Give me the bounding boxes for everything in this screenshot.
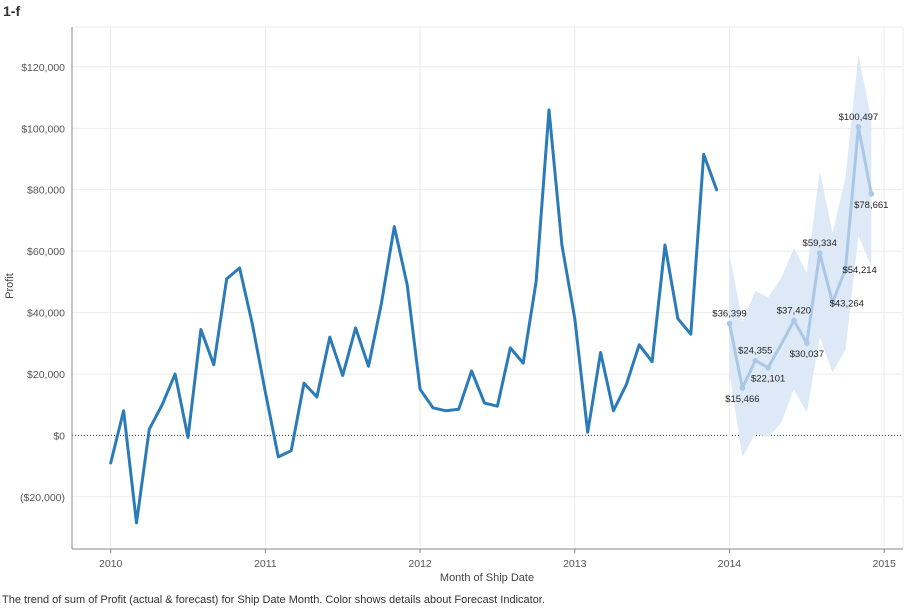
data-label: $54,214 xyxy=(842,265,876,276)
grid xyxy=(72,26,904,549)
forecast-point xyxy=(791,317,797,324)
forecast-band xyxy=(729,54,872,457)
profit-line-chart: $36,399 $15,466 $24,355 $22,101 $37,420 $30,0… xyxy=(4,26,904,584)
x-axis-title: Month of Ship Date xyxy=(440,572,534,584)
forecast-point xyxy=(726,320,733,327)
forecast-point xyxy=(804,340,810,346)
actual-profit-line xyxy=(109,108,719,525)
forecast-point xyxy=(739,385,746,391)
data-label: $78,661 xyxy=(854,200,888,211)
series-lines xyxy=(109,108,873,525)
forecast-point xyxy=(829,299,836,306)
data-label: $36,399 xyxy=(712,309,746,320)
y-tick-label: $60,000 xyxy=(27,246,65,258)
data-label: $24,355 xyxy=(738,346,772,357)
data-label: $59,334 xyxy=(803,238,837,249)
data-label: $100,497 xyxy=(839,112,879,123)
chart-caption: The trend of sum of Profit (actual & for… xyxy=(2,594,545,606)
forecast-point xyxy=(842,266,849,272)
forecast-point xyxy=(868,191,875,197)
forecast-profit-line xyxy=(728,125,873,390)
y-tick-label: $80,000 xyxy=(27,185,65,197)
x-tick-label: 2012 xyxy=(408,558,432,570)
x-tick-label: 2010 xyxy=(99,558,123,570)
data-label: $43,264 xyxy=(830,299,864,310)
axes: $120,000 $100,000 $80,000 $60,000 $40,000 $20… xyxy=(20,27,903,570)
y-axis-title: Profit xyxy=(4,273,16,299)
x-tick-label: 2013 xyxy=(563,558,587,570)
data-label: $37,420 xyxy=(777,305,811,316)
data-label: $30,037 xyxy=(790,349,824,360)
sheet-title: 1-f xyxy=(3,3,21,19)
y-tick-label: $40,000 xyxy=(27,308,65,320)
y-tick-label: $120,000 xyxy=(21,62,65,74)
x-tick-label: 2015 xyxy=(872,558,896,570)
y-tick-label: $100,000 xyxy=(21,123,65,135)
x-tick-label: 2014 xyxy=(718,558,742,570)
forecast-point xyxy=(816,250,823,256)
data-labels: $36,399 $15,466 $24,355 $22,101 $37,420 $30,0… xyxy=(712,112,888,405)
data-label: $15,466 xyxy=(725,394,759,405)
y-tick-label: $0 xyxy=(53,430,65,442)
x-tick-label: 2011 xyxy=(254,558,277,570)
forecast-point xyxy=(752,357,759,364)
forecast-points xyxy=(726,124,875,391)
forecast-point xyxy=(765,364,771,371)
data-label: $22,101 xyxy=(751,374,785,385)
forecast-point xyxy=(855,124,862,130)
y-tick-label: $20,000 xyxy=(27,369,65,381)
y-tick-label: ($20,000) xyxy=(20,492,65,504)
forecast-prediction-band xyxy=(729,54,872,457)
